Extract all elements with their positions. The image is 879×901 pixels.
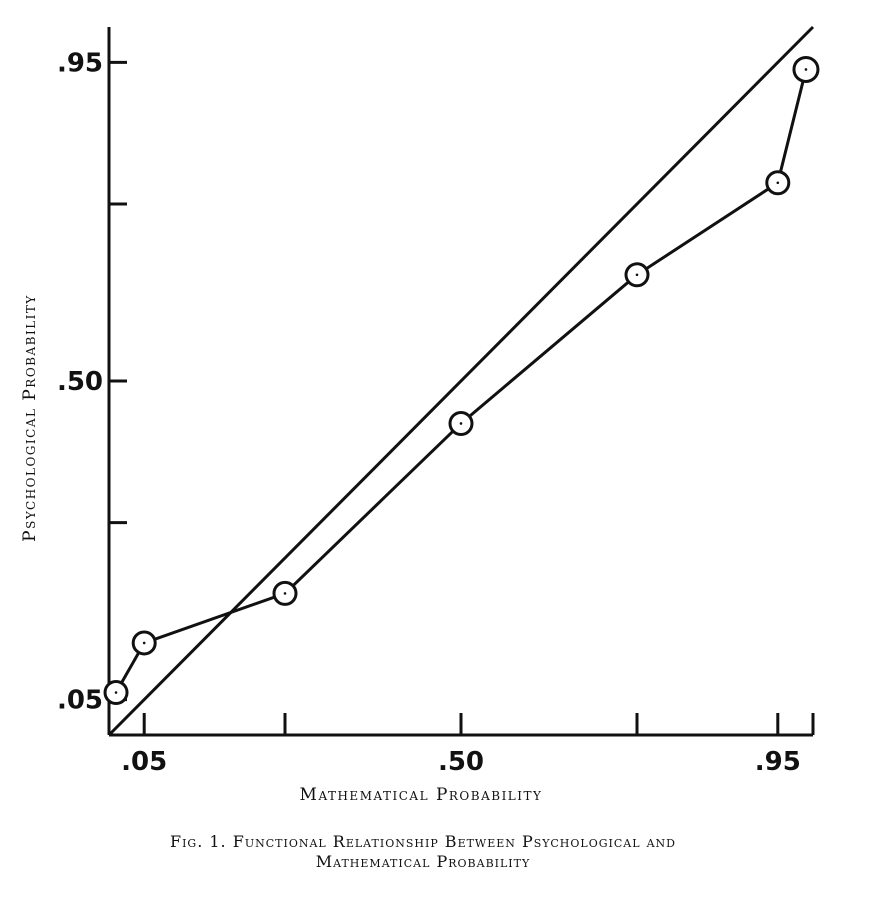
data-point-center-dot	[142, 641, 146, 645]
x-tick-label: .95	[755, 747, 801, 777]
y-tick-label: .50	[57, 367, 103, 397]
figure-caption-line-1: Fig. 1. Functional Relationship Between …	[170, 832, 676, 851]
data-point-center-dot	[776, 181, 780, 185]
data-point-center-dot	[114, 691, 118, 694]
x-ticks: .05 .50 .95	[121, 713, 815, 777]
y-tick-label: .05	[57, 686, 103, 716]
y-tick-label: .95	[57, 48, 103, 78]
x-axis-title: Mathematical Probability	[300, 785, 543, 805]
identity-line	[107, 25, 815, 737]
y-ticks: .05 .50 .95	[57, 48, 127, 716]
y-axis-title: Psychological Probability	[20, 294, 40, 542]
series-layer	[103, 25, 820, 737]
data-point-center-dot	[459, 422, 463, 425]
x-tick-label: .50	[438, 747, 484, 777]
data-point-center-dot	[804, 68, 808, 71]
data-point-center-dot	[283, 592, 287, 595]
figure-caption-line-2: Mathematical Probability	[316, 852, 531, 871]
x-tick-label: .05	[121, 747, 167, 777]
data-point-center-dot	[635, 273, 639, 277]
